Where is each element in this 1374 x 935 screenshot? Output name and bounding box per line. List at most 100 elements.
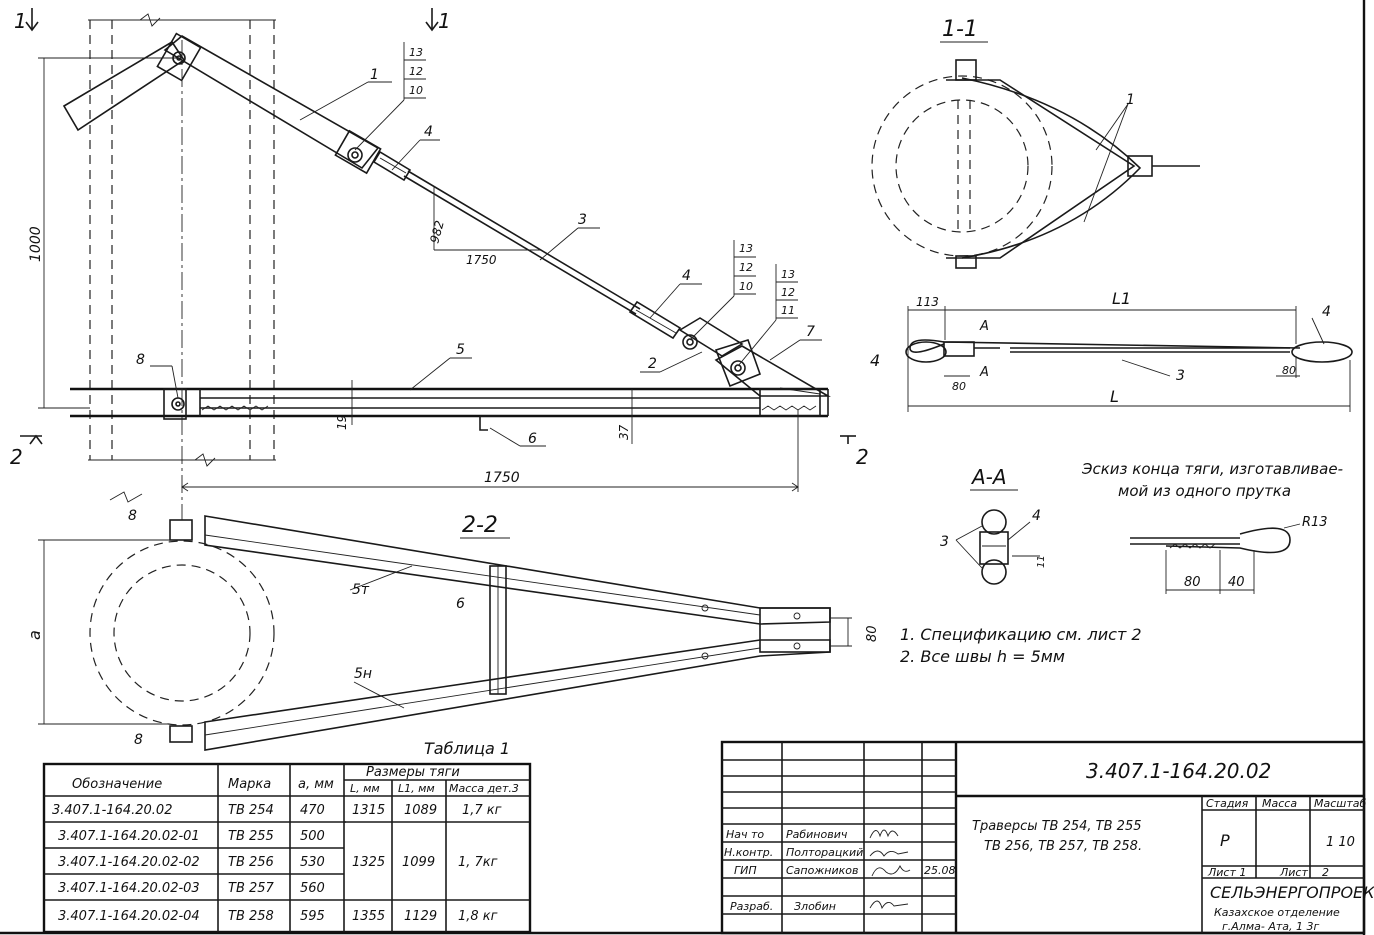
section-a-a-view: А-А 3 4 11 [940, 465, 1047, 585]
row2-mark: ТВ 255 [228, 829, 274, 844]
row3-designation: 3.407.1-164.20.02-02 [58, 855, 200, 870]
sign-date: 25.08 [924, 864, 956, 877]
main-elevation-view: 1 1 1000 [10, 8, 869, 520]
scale-label: Масштаб [1314, 797, 1366, 810]
dim-19: 19 [335, 415, 349, 430]
th-L1: L1, мм [398, 782, 435, 795]
doc-name-line2: ТВ 256, ТВ 257, ТВ 258. [984, 839, 1142, 854]
rod-detail-view: 113 L1 80 80 A A L 3 4 4 [870, 289, 1353, 412]
dim-R13: R13 [1302, 515, 1328, 530]
role-3: Разраб. [730, 900, 773, 913]
role-0: Нач то [726, 828, 764, 841]
dim-80-left: 80 [952, 380, 966, 393]
pos-12-mid: 12 [739, 261, 753, 274]
pos-4-upper: 4 [424, 124, 433, 140]
th-mass: Масса дет.3 [449, 782, 519, 795]
row1-L1: 1089 [404, 803, 437, 818]
pos-8-main: 8 [136, 352, 145, 368]
pos-5n: 5н [354, 666, 372, 682]
name-2: Сапожников [786, 864, 858, 877]
row2-designation: 3.407.1-164.20.02-01 [58, 829, 200, 844]
rod-end-sketch: Эскиз конца тяги, изготавливае- мой из о… [1081, 460, 1343, 594]
th-L: L, мм [350, 782, 380, 795]
note-1: 1. Спецификацию см. лист 2 [900, 625, 1142, 644]
pos-5t: 5т [352, 582, 370, 598]
dim-80-end: 80 [1282, 364, 1296, 377]
mass-label: Масса [1262, 797, 1297, 810]
pos-3-main: 3 [578, 212, 587, 228]
stage-label: Стадия [1206, 797, 1249, 810]
role-2: ГИП [734, 864, 757, 877]
cut-1-right-label: 1 [438, 9, 451, 33]
row3-L1: 1099 [402, 855, 435, 870]
sheets-count: 2 [1322, 866, 1329, 879]
th-mark: Марка [228, 777, 271, 792]
pos-3-detail: 3 [1176, 368, 1185, 384]
row4-mark: ТВ 257 [228, 881, 275, 896]
pos-7: 7 [806, 324, 815, 340]
sheet-label: Лист 1 [1207, 866, 1246, 879]
row5-mark: ТВ 258 [228, 909, 274, 924]
row5-mass: 1,8 кг [458, 909, 498, 924]
dim-A-upper: A [979, 319, 989, 334]
pos-3-aa: 3 [940, 534, 949, 550]
doc-name-line1: Траверсы ТВ 254, ТВ 255 [972, 819, 1142, 834]
dim-1000: 1000 [28, 226, 44, 262]
pos-5: 5 [456, 342, 465, 358]
pos-10-mid: 10 [739, 280, 753, 293]
row1-a: 470 [300, 803, 325, 818]
pos-12-right: 12 [781, 286, 795, 299]
pos-4-lower: 4 [682, 268, 691, 284]
dim-113: 113 [916, 295, 939, 309]
row3-a: 530 [300, 855, 325, 870]
pos-6-main: 6 [528, 431, 537, 447]
pos-6-plan: 6 [456, 596, 465, 612]
dim-1750-strut: 1750 [466, 253, 497, 267]
sketch-caption-line2: мой из одного прутка [1118, 482, 1291, 500]
row4-a: 560 [300, 881, 325, 896]
row3-mass: 1, 7кг [458, 855, 498, 870]
row1-mark: ТВ 254 [228, 803, 274, 818]
dim-11: 11 [1036, 555, 1047, 568]
pos-2: 2 [648, 356, 657, 372]
pos-1-section: 1 [1126, 92, 1135, 108]
dim-L: L [1110, 387, 1119, 406]
th-rod-dims: Размеры тяги [366, 765, 460, 780]
row3-mark: ТВ 256 [228, 855, 274, 870]
dim-1750-beam: 1750 [484, 470, 520, 486]
pos-8-top: 8 [128, 508, 137, 524]
pos-13-mid: 13 [739, 242, 753, 255]
signature-0 [869, 829, 899, 839]
row5-L: 1355 [352, 909, 385, 924]
pos-4-detail-right: 4 [1322, 304, 1331, 320]
pos-12-upper: 12 [409, 65, 423, 78]
role-1: Н.контр. [724, 846, 773, 859]
pos-4-aa: 4 [1032, 508, 1041, 524]
org-line3: г.Алма- Ата, 1 3г [1222, 920, 1319, 933]
title-block: 3.407.1-164.20.02 Траверсы ТВ 254, ТВ 25… [720, 740, 1374, 935]
row5-a: 595 [300, 909, 325, 924]
signature-2 [871, 864, 911, 877]
pos-11-right: 11 [781, 304, 795, 317]
name-1: Полторацкий [786, 846, 863, 859]
pos-1-main: 1 [370, 67, 379, 83]
cut-2-right-label: 2 [856, 445, 869, 469]
row3-L: 1325 [352, 855, 385, 870]
dim-L1: L1 [1112, 289, 1131, 308]
row5-designation: 3.407.1-164.20.02-04 [58, 909, 200, 924]
section-a-a-title: А-А [970, 465, 1007, 489]
dim-80-side: 80 [865, 625, 880, 642]
signature-3 [869, 900, 909, 910]
row4-designation: 3.407.1-164.20.02-03 [58, 881, 200, 896]
sketch-caption-line1: Эскиз конца тяги, изготавливае- [1081, 460, 1343, 478]
name-3: Злобин [794, 900, 836, 913]
cut-2-left-label: 2 [10, 445, 23, 469]
dim-982: 982 [427, 219, 446, 245]
section-1-1-view: 1-1 1 [871, 17, 1200, 269]
pos-10-upper: 10 [409, 84, 423, 97]
th-designation: Обозначение [72, 777, 162, 792]
pos-8-bottom: 8 [134, 732, 143, 748]
name-0: Рабинович [786, 828, 848, 841]
org-line1: СЕЛЬЭНЕРГОПРОЕКТ [1210, 883, 1374, 902]
th-a: a, мм [298, 777, 334, 792]
